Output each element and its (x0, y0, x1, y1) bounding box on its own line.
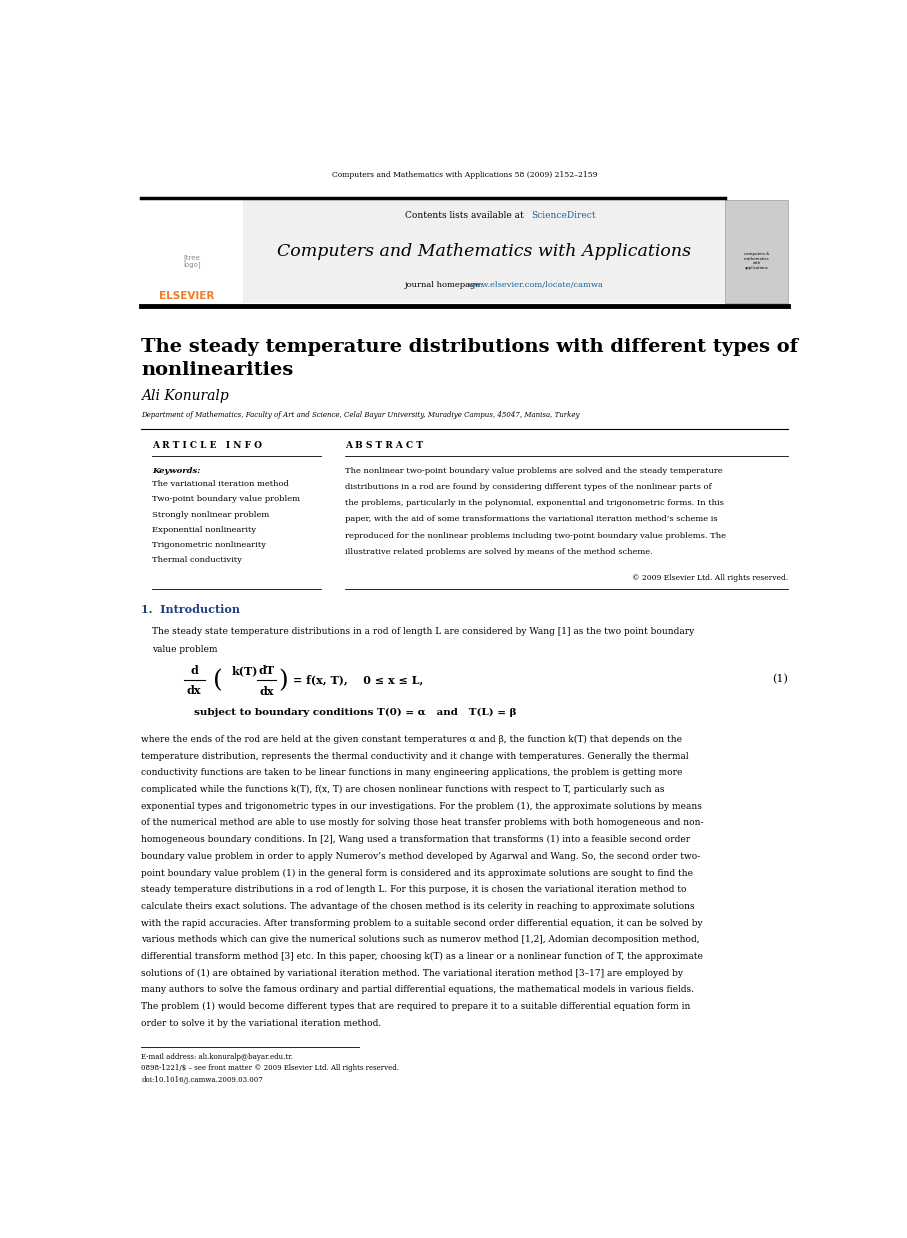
Text: [tree
logo]: [tree logo] (183, 254, 201, 269)
Text: complicated while the functions k(T), f(x, T) are chosen nonlinear functions wit: complicated while the functions k(T), f(… (141, 785, 665, 795)
Text: ): ) (278, 669, 288, 692)
Text: boundary value problem in order to apply Numerov’s method developed by Agarwal a: boundary value problem in order to apply… (141, 852, 701, 860)
Text: exponential types and trigonometric types in our investigations. For the problem: exponential types and trigonometric type… (141, 802, 702, 811)
Text: dx: dx (259, 686, 274, 697)
Text: Keywords:: Keywords: (152, 467, 200, 474)
Text: where the ends of the rod are held at the given constant temperatures α and β, t: where the ends of the rod are held at th… (141, 735, 682, 744)
Text: of the numerical method are able to use mostly for solving those heat transfer p: of the numerical method are able to use … (141, 818, 704, 827)
Text: Exponential nonlinearity: Exponential nonlinearity (152, 526, 256, 534)
Text: nonlinearities: nonlinearities (141, 360, 294, 379)
Text: k(T): k(T) (231, 666, 258, 676)
Text: Two-point boundary value problem: Two-point boundary value problem (152, 495, 300, 504)
Text: Computers and Mathematics with Applications: Computers and Mathematics with Applicati… (277, 243, 691, 260)
Text: computers &
mathematics
with
applications: computers & mathematics with application… (744, 253, 769, 270)
Text: The nonlinear two-point boundary value problems are solved and the steady temper: The nonlinear two-point boundary value p… (346, 467, 723, 474)
Text: Trigonometric nonlinearity: Trigonometric nonlinearity (152, 541, 266, 550)
Text: homogeneous boundary conditions. In [2], Wang used a transformation that transfo: homogeneous boundary conditions. In [2],… (141, 836, 690, 844)
Text: (1): (1) (772, 675, 788, 685)
Text: 0898-1221/$ – see front matter © 2009 Elsevier Ltd. All rights reserved.: 0898-1221/$ – see front matter © 2009 El… (141, 1065, 399, 1072)
FancyBboxPatch shape (243, 201, 725, 303)
Text: conductivity functions are taken to be linear functions in many engineering appl: conductivity functions are taken to be l… (141, 769, 683, 777)
Text: temperature distribution, represents the thermal conductivity and it change with: temperature distribution, represents the… (141, 751, 689, 761)
Text: Strongly nonlinear problem: Strongly nonlinear problem (152, 510, 269, 519)
Text: many authors to solve the famous ordinary and partial differential equations, th: many authors to solve the famous ordinar… (141, 985, 695, 994)
Text: A B S T R A C T: A B S T R A C T (346, 442, 424, 451)
FancyBboxPatch shape (141, 201, 243, 303)
Text: The steady state temperature distributions in a rod of length L are considered b: The steady state temperature distributio… (152, 628, 694, 636)
Text: Ali Konuralp: Ali Konuralp (141, 390, 229, 404)
Text: journal homepage:: journal homepage: (405, 281, 487, 288)
Text: ELSEVIER: ELSEVIER (159, 291, 214, 301)
Text: The problem (1) would become different types that are required to prepare it to : The problem (1) would become different t… (141, 1002, 691, 1011)
Text: calculate theirs exact solutions. The advantage of the chosen method is its cele: calculate theirs exact solutions. The ad… (141, 903, 695, 911)
Text: steady temperature distributions in a rod of length L. For this purpose, it is c: steady temperature distributions in a ro… (141, 885, 687, 894)
Text: Computers and Mathematics with Applications 58 (2009) 2152–2159: Computers and Mathematics with Applicati… (332, 171, 598, 180)
Text: with the rapid accuracies. After transforming problem to a suitable second order: with the rapid accuracies. After transfo… (141, 919, 703, 927)
Text: www.elsevier.com/locate/camwa: www.elsevier.com/locate/camwa (468, 281, 604, 288)
Text: differential transform method [3] etc. In this paper, choosing k(T) as a linear : differential transform method [3] etc. I… (141, 952, 703, 961)
Text: E-mail address: ali.konuralp@bayar.edu.tr.: E-mail address: ali.konuralp@bayar.edu.t… (141, 1054, 294, 1061)
Text: dx: dx (187, 685, 201, 696)
Text: paper, with the aid of some transformations the variational iteration method’s s: paper, with the aid of some transformati… (346, 515, 718, 524)
Text: reproduced for the nonlinear problems including two-point boundary value problem: reproduced for the nonlinear problems in… (346, 531, 727, 540)
Text: ScienceDirect: ScienceDirect (532, 210, 596, 220)
Text: Department of Mathematics, Faculty of Art and Science, Celal Bayar University, M: Department of Mathematics, Faculty of Ar… (141, 411, 580, 418)
Text: point boundary value problem (1) in the general form is considered and its appro: point boundary value problem (1) in the … (141, 869, 694, 878)
Text: illustrative related problems are solved by means of the method scheme.: illustrative related problems are solved… (346, 547, 653, 556)
Text: distributions in a rod are found by considering different types of the nonlinear: distributions in a rod are found by cons… (346, 483, 712, 491)
Text: value problem: value problem (152, 645, 218, 654)
Text: d: d (190, 666, 198, 676)
FancyBboxPatch shape (725, 201, 788, 303)
Text: dT: dT (258, 666, 275, 676)
Text: solutions of (1) are obtained by variational iteration method. The variational i: solutions of (1) are obtained by variati… (141, 968, 684, 978)
Text: A R T I C L E   I N F O: A R T I C L E I N F O (152, 442, 262, 451)
Text: doi:10.1016/j.camwa.2009.03.007: doi:10.1016/j.camwa.2009.03.007 (141, 1076, 263, 1084)
Text: order to solve it by the variational iteration method.: order to solve it by the variational ite… (141, 1019, 382, 1028)
Text: = f(x, T),    0 ≤ x ≤ L,: = f(x, T), 0 ≤ x ≤ L, (293, 673, 423, 685)
Text: the problems, particularly in the polynomial, exponential and trigonometric form: the problems, particularly in the polyno… (346, 499, 724, 508)
Text: subject to boundary conditions T(0) = α   and   T(L) = β: subject to boundary conditions T(0) = α … (194, 708, 517, 718)
Text: 1.  Introduction: 1. Introduction (141, 604, 240, 615)
Text: © 2009 Elsevier Ltd. All rights reserved.: © 2009 Elsevier Ltd. All rights reserved… (632, 573, 788, 582)
Text: Thermal conductivity: Thermal conductivity (152, 556, 242, 565)
Text: The steady temperature distributions with different types of: The steady temperature distributions wit… (141, 338, 798, 355)
Text: Contents lists available at: Contents lists available at (405, 210, 527, 220)
Text: (: ( (212, 669, 222, 692)
Text: The variational iteration method: The variational iteration method (152, 480, 289, 488)
Text: various methods which can give the numerical solutions such as numerov method [1: various methods which can give the numer… (141, 935, 700, 945)
